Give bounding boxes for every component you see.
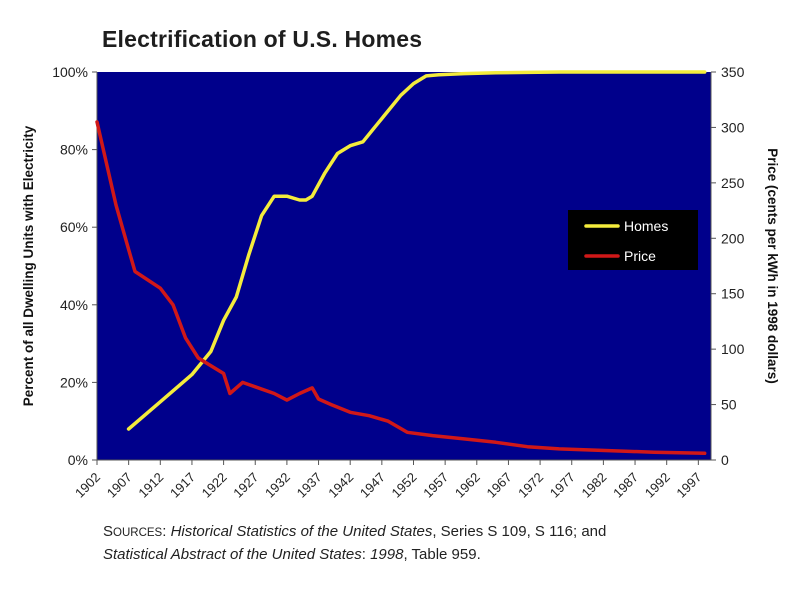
source-note: SOURCES: Historical Statistics of the Un… — [103, 521, 783, 565]
x-tick-label: 1927 — [230, 470, 261, 501]
source-prefix-initial: S — [103, 523, 114, 540]
x-tick-label: 1977 — [547, 470, 578, 501]
legend-label-price: Price — [624, 248, 656, 264]
x-tick-label: 1967 — [484, 470, 515, 501]
y-right-tick-label: 250 — [721, 175, 745, 191]
x-tick-label: 1992 — [642, 470, 673, 501]
x-tick-label: 1902 — [72, 470, 103, 501]
x-tick-label: 1922 — [199, 470, 230, 501]
series-line-price — [95, 120, 707, 456]
source-text-3: : — [361, 546, 371, 563]
x-tick-label: 1942 — [325, 470, 356, 501]
x-tick-label: 1907 — [104, 470, 135, 501]
y-left-tick-label: 20% — [60, 374, 88, 390]
y-left-axis-title: Percent of all Dwelling Units with Elect… — [21, 125, 36, 406]
x-tick-label: 1982 — [578, 470, 609, 501]
x-tick-label: 1932 — [262, 470, 293, 501]
series-line-homes — [126, 70, 707, 431]
source-text-2: , Series S 109, S 116; and — [432, 523, 607, 540]
y-left-tick-label: 60% — [60, 219, 88, 235]
legend-box — [568, 210, 698, 270]
x-tick-label: 1947 — [357, 470, 388, 501]
source-year: 1998 — [370, 546, 404, 563]
source-title-2: Statistical Abstract of the United State… — [103, 546, 362, 563]
x-tick-label: 1917 — [167, 470, 198, 501]
y-right-tick-label: 300 — [721, 119, 745, 135]
source-text-4: , Table 959. — [403, 546, 481, 563]
source-title-1: Historical Statistics of the United Stat… — [170, 523, 433, 540]
y-right-axis-title: Price (cents per kWh in 1998 dollars) — [765, 148, 780, 384]
y-right-tick-label: 0 — [721, 452, 729, 468]
x-tick-label: 1937 — [294, 470, 325, 501]
x-tick-label: 1962 — [452, 470, 483, 501]
series-lines — [95, 70, 707, 456]
y-left-tick-label: 80% — [60, 142, 88, 158]
x-tick-label: 1912 — [135, 470, 166, 501]
y-left-tick-label: 0% — [68, 452, 88, 468]
y-right-tick-label: 350 — [721, 64, 745, 80]
x-tick-label: 1957 — [420, 470, 451, 501]
y-right-tick-label: 200 — [721, 230, 745, 246]
chart-title: Electrification of U.S. Homes — [102, 26, 423, 52]
x-tick-label: 1997 — [673, 470, 704, 501]
y-left-tick-label: 100% — [52, 64, 88, 80]
source-prefix-rest: OURCES — [113, 527, 163, 539]
y-left-tick-label: 40% — [60, 297, 88, 313]
legend-label-homes: Homes — [624, 218, 668, 234]
y-right-tick-label: 50 — [721, 397, 737, 413]
x-tick-label: 1987 — [610, 470, 641, 501]
x-tick-label: 1952 — [389, 470, 420, 501]
y-right-tick-label: 150 — [721, 286, 745, 302]
source-text-1: : — [162, 523, 171, 540]
y-right-tick-label: 100 — [721, 341, 745, 357]
x-tick-label: 1972 — [515, 470, 546, 501]
legend: Homes Price — [568, 210, 698, 270]
